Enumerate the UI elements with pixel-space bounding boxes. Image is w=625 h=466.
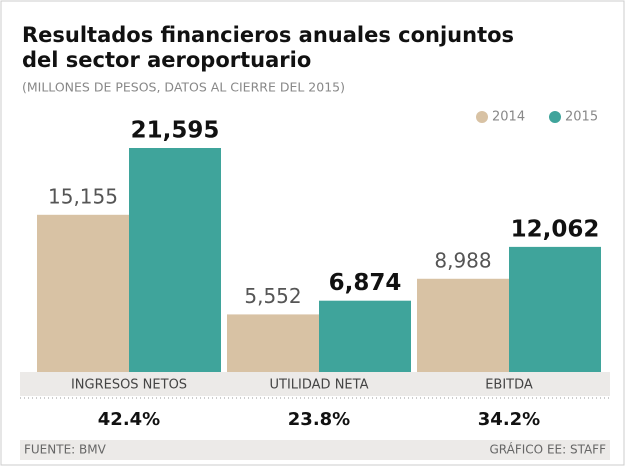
chart-title-line2: del sector aeroportuario bbox=[22, 48, 311, 72]
bar bbox=[417, 278, 509, 372]
x-tick-label: UTILIDAD NETA bbox=[270, 378, 369, 393]
footer-band bbox=[20, 440, 610, 460]
value-label: 15,155 bbox=[48, 184, 118, 208]
chart-subtitle: (MILLONES DE PESOS, DATOS AL CIERRE DEL … bbox=[22, 80, 345, 95]
growth-label: 42.4% bbox=[98, 409, 160, 430]
value-label: 21,595 bbox=[131, 118, 220, 144]
x-tick-label: EBITDA bbox=[485, 378, 533, 393]
value-label: 5,552 bbox=[244, 284, 301, 308]
legend-label: 2014 bbox=[492, 110, 525, 125]
value-label: 12,062 bbox=[511, 216, 600, 242]
growth-label: 34.2% bbox=[478, 409, 540, 430]
source: FUENTE: BMV bbox=[24, 443, 107, 457]
chart-title: Resultados financieros anuales conjuntos bbox=[22, 23, 514, 47]
bar bbox=[509, 246, 601, 372]
bar bbox=[37, 214, 129, 372]
legend-swatch bbox=[549, 111, 561, 123]
credit: GRÁFICO EE: STAFF bbox=[490, 442, 607, 457]
value-label: 8,988 bbox=[434, 248, 491, 272]
bar bbox=[319, 300, 411, 372]
bar bbox=[227, 314, 319, 372]
category-band bbox=[20, 372, 610, 396]
legend-swatch bbox=[476, 111, 488, 123]
legend-label: 2015 bbox=[565, 110, 598, 125]
growth-label: 23.8% bbox=[288, 409, 350, 430]
bar bbox=[129, 148, 221, 372]
x-tick-label: INGRESOS NETOS bbox=[71, 378, 187, 393]
value-label: 6,874 bbox=[329, 270, 402, 296]
